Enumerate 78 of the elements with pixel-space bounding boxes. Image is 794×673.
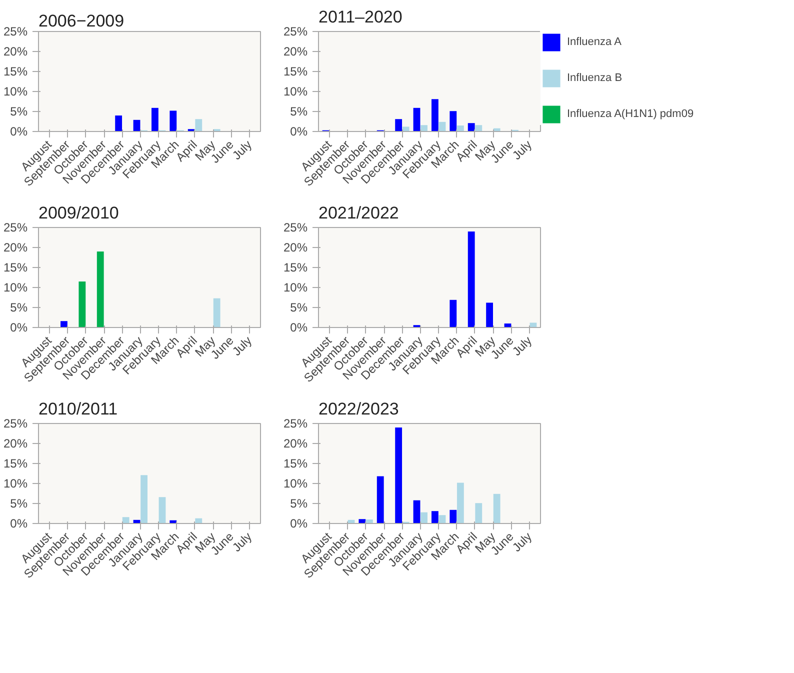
chart-title: 2011–2020: [318, 8, 402, 26]
y-tick-label: 5%: [290, 104, 308, 118]
y-tick-label: 10%: [3, 476, 28, 490]
legend-label: Influenza B: [567, 72, 622, 84]
y-tick-label: 15%: [283, 64, 308, 78]
bar: [456, 482, 464, 524]
bar: [195, 119, 202, 132]
y-tick-label: 25%: [3, 220, 28, 234]
bar: [115, 116, 122, 132]
y-tick-label: 5%: [290, 300, 308, 314]
y-tick-label: 15%: [283, 456, 308, 470]
y-tick-label: 20%: [283, 44, 308, 58]
y-tick-label: 25%: [283, 416, 308, 430]
bar: [413, 500, 420, 524]
y-tick-label: 25%: [3, 24, 28, 38]
bar: [152, 108, 158, 132]
chart-title: 2006−2009: [38, 12, 124, 30]
bar: [158, 497, 166, 524]
y-tick-label: 0%: [10, 516, 28, 530]
bar: [60, 321, 68, 328]
y-tick-label: 10%: [3, 280, 28, 294]
y-tick-label: 0%: [290, 516, 308, 530]
chart-title: 2021/2022: [318, 204, 399, 222]
y-tick-label: 15%: [283, 260, 308, 274]
y-tick-label: 5%: [10, 496, 28, 510]
bar: [413, 108, 420, 132]
bar: [432, 99, 438, 132]
y-tick-label: 25%: [3, 416, 28, 430]
chart-title: 2009/2010: [38, 204, 119, 222]
y-tick-label: 10%: [3, 84, 28, 98]
y-tick-label: 20%: [3, 240, 28, 254]
y-tick-label: 20%: [3, 436, 28, 450]
bar: [450, 111, 457, 132]
legend-label: Influenza A: [567, 36, 622, 48]
y-tick-label: 5%: [10, 104, 28, 118]
bar: [450, 300, 457, 328]
bar: [376, 476, 384, 524]
bar: [486, 302, 494, 328]
bar: [420, 125, 428, 132]
chart-title: 2022/2023: [318, 400, 399, 418]
bar: [456, 126, 464, 132]
y-tick-label: 20%: [3, 44, 28, 58]
y-tick-label: 0%: [10, 320, 28, 334]
y-tick-label: 25%: [283, 220, 308, 234]
bar: [468, 232, 475, 328]
y-tick-label: 20%: [283, 240, 308, 254]
y-tick-label: 15%: [3, 64, 28, 78]
bar: [395, 428, 402, 524]
y-tick-label: 20%: [283, 436, 308, 450]
bar: [170, 110, 177, 132]
bar: [140, 475, 148, 524]
bar: [78, 282, 86, 328]
bar: [475, 503, 482, 524]
bar: [450, 510, 457, 524]
bar: [475, 125, 482, 132]
y-tick-label: 0%: [290, 124, 308, 138]
bar: [96, 252, 104, 328]
y-tick-label: 0%: [10, 124, 28, 138]
y-tick-label: 0%: [290, 320, 308, 334]
y-tick-label: 15%: [3, 260, 28, 274]
bar: [420, 512, 428, 524]
y-tick-label: 5%: [10, 300, 28, 314]
legend-label: Influenza A(H1N1) pdm09: [567, 108, 694, 120]
y-tick-label: 10%: [283, 84, 308, 98]
y-tick-label: 10%: [283, 280, 308, 294]
y-tick-label: 25%: [283, 24, 308, 38]
y-tick-label: 5%: [290, 496, 308, 510]
bar: [432, 511, 438, 524]
bar: [468, 123, 475, 132]
chart-title: 2010/2011: [38, 400, 118, 418]
bar: [402, 126, 410, 132]
bar: [493, 494, 500, 524]
bar: [213, 298, 220, 328]
bar: [438, 515, 446, 524]
y-tick-label: 10%: [283, 476, 308, 490]
bar: [395, 119, 402, 132]
y-tick-label: 15%: [3, 456, 28, 470]
bar: [122, 517, 130, 524]
